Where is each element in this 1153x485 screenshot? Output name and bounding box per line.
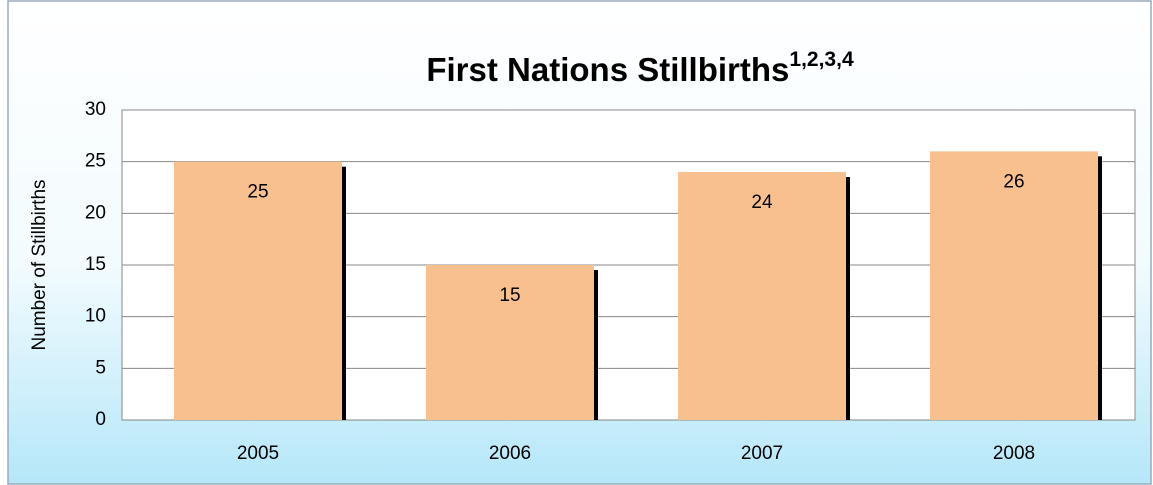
x-tick-label: 2005: [237, 443, 279, 464]
chart-title: First Nations Stillbirths1,2,3,4: [426, 48, 854, 88]
title-text: First Nations Stillbirths: [426, 51, 789, 88]
bar-shadow: [342, 166, 346, 420]
y-tick-label: 25: [85, 151, 106, 172]
data-label: 24: [751, 192, 773, 213]
x-tick-label: 2007: [741, 443, 783, 464]
bar: [174, 161, 342, 420]
data-label: 15: [499, 285, 520, 306]
y-tick-label: 0: [95, 409, 106, 430]
title-superscript: 1,2,3,4: [789, 48, 854, 71]
bar-shadow: [594, 270, 598, 420]
bar-shadow: [846, 177, 850, 420]
bar-shadow: [1098, 156, 1102, 421]
bar: [930, 151, 1098, 421]
y-tick-label: 10: [85, 306, 106, 327]
bar: [426, 265, 594, 420]
x-tick-label: 2008: [993, 443, 1035, 464]
y-tick-label: 30: [85, 99, 106, 120]
data-label: 25: [247, 182, 268, 203]
y-tick-label: 20: [85, 202, 106, 223]
y-tick-label: 5: [95, 357, 106, 378]
y-axis-label: Number of Stillbirths: [29, 179, 50, 350]
x-tick-label: 2006: [489, 443, 531, 464]
bar: [678, 172, 846, 420]
data-label: 26: [1003, 171, 1024, 192]
y-tick-label: 15: [85, 254, 106, 275]
